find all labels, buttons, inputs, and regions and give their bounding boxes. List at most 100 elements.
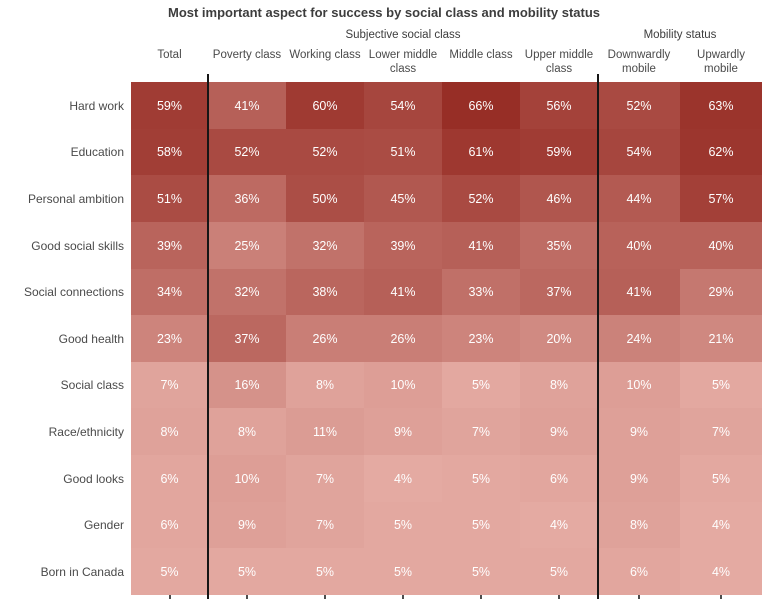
heatmap-cell: 37% [208,315,286,362]
row-label: Good social skills [31,238,124,253]
row-label: Born in Canada [40,564,124,579]
column-header: Poverty class [212,49,282,61]
heatmap-cell: 51% [364,129,442,175]
heatmap-cell: 38% [286,269,364,315]
heatmap-cell: 23% [442,315,520,362]
heatmap-cell: 35% [520,222,598,269]
column-header: Upwardly mobile [697,49,745,75]
heatmap-cell: 8% [208,408,286,455]
heatmap-cell: 61% [442,129,520,175]
heatmap-cell: 46% [520,175,598,222]
heatmap-cell: 39% [364,222,442,269]
heatmap-cell: 25% [208,222,286,269]
heatmap-cell: 24% [598,315,680,362]
heatmap-cell: 52% [442,175,520,222]
heatmap-cell: 9% [208,502,286,548]
heatmap-cell: 8% [520,362,598,408]
heatmap-cell: 62% [680,129,762,175]
heatmap-cell: 5% [364,548,442,595]
heatmap-cell: 57% [680,175,762,222]
heatmap-cell: 5% [208,548,286,595]
column-bottom-tick [480,593,482,599]
heatmap-cell: 5% [442,502,520,548]
heatmap-cell: 20% [520,315,598,362]
column-bottom-tick [720,593,722,599]
heatmap-cell: 52% [598,82,680,129]
heatmap-cell: 4% [520,502,598,548]
heatmap-cell: 8% [286,362,364,408]
column-bottom-tick [558,593,560,599]
heatmap-cell: 33% [442,269,520,315]
heatmap-cell: 34% [131,269,208,315]
heatmap-cell: 26% [364,315,442,362]
row-label: Social connections [23,285,124,299]
heatmap-cell: 4% [364,455,442,502]
heatmap-cell: 8% [598,502,680,548]
group-separator-line [207,74,209,599]
heatmap-cell: 9% [364,408,442,455]
heatmap-cell: 44% [598,175,680,222]
heatmap-cell: 10% [598,362,680,408]
heatmap-cell: 7% [442,408,520,455]
heatmap-cell: 32% [208,269,286,315]
row-label: Good health [58,331,124,346]
heatmap-cell: 10% [208,455,286,502]
heatmap-cell: 5% [680,362,762,408]
heatmap-cell: 6% [598,548,680,595]
heatmap-cell: 4% [680,548,762,595]
heatmap-cell: 7% [131,362,208,408]
column-header: Upper middle class [524,49,594,75]
row-label: Personal ambition [27,191,124,206]
heatmap-cell: 39% [131,222,208,269]
heatmap-cell: 26% [286,315,364,362]
column-header: Downwardly mobile [607,49,671,75]
column-bottom-tick [246,593,248,599]
heatmap-cell: 41% [442,222,520,269]
column-bottom-tick [638,593,640,599]
column-header: Middle class [449,49,513,61]
row-label: Good looks [63,471,124,486]
group-label-subjective-social-class: Subjective social class [345,29,461,41]
column-header: Total [157,49,182,61]
column-header: Working class [289,49,361,61]
heatmap-cell: 59% [131,82,208,129]
heatmap-cell: 8% [131,408,208,455]
heatmap-cell: 5% [364,502,442,548]
heatmap-cell: 9% [598,408,680,455]
heatmap-cell: 52% [208,129,286,175]
heatmap-cell: 5% [680,455,762,502]
heatmap-cell: 40% [598,222,680,269]
heatmap-cell: 41% [598,269,680,315]
heatmap-cell: 54% [364,82,442,129]
chart-title: Most important aspect for success by soc… [167,5,601,20]
heatmap-cell: 29% [680,269,762,315]
heatmap-cell: 5% [286,548,364,595]
heatmap-cell: 6% [131,502,208,548]
heatmap-cell: 54% [598,129,680,175]
heatmap-cell: 52% [286,129,364,175]
row-label: Race/ethnicity [48,424,124,439]
column-bottom-tick [402,593,404,599]
heatmap-cell: 63% [680,82,762,129]
heatmap-cell: 40% [680,222,762,269]
heatmap-cell: 7% [286,455,364,502]
heatmap-cell: 7% [680,408,762,455]
column-bottom-tick [168,593,171,599]
heatmap-cell: 4% [680,502,762,548]
heatmap-cell: 60% [286,82,364,129]
heatmap-cell: 16% [208,362,286,408]
row-label: Hard work [69,98,124,113]
heatmap-cell: 6% [520,455,598,502]
heatmap-cell: 5% [442,548,520,595]
heatmap-cell: 9% [598,455,680,502]
group-separator-line [597,74,599,599]
row-label: Education [70,145,124,159]
heatmap-cell: 23% [131,315,208,362]
heatmap-cell: 58% [131,129,208,175]
heatmap-cell: 66% [442,82,520,129]
heatmap-cell: 36% [208,175,286,222]
heatmap-cell: 10% [364,362,442,408]
heatmap-cell: 9% [520,408,598,455]
heatmap-cell: 6% [131,455,208,502]
